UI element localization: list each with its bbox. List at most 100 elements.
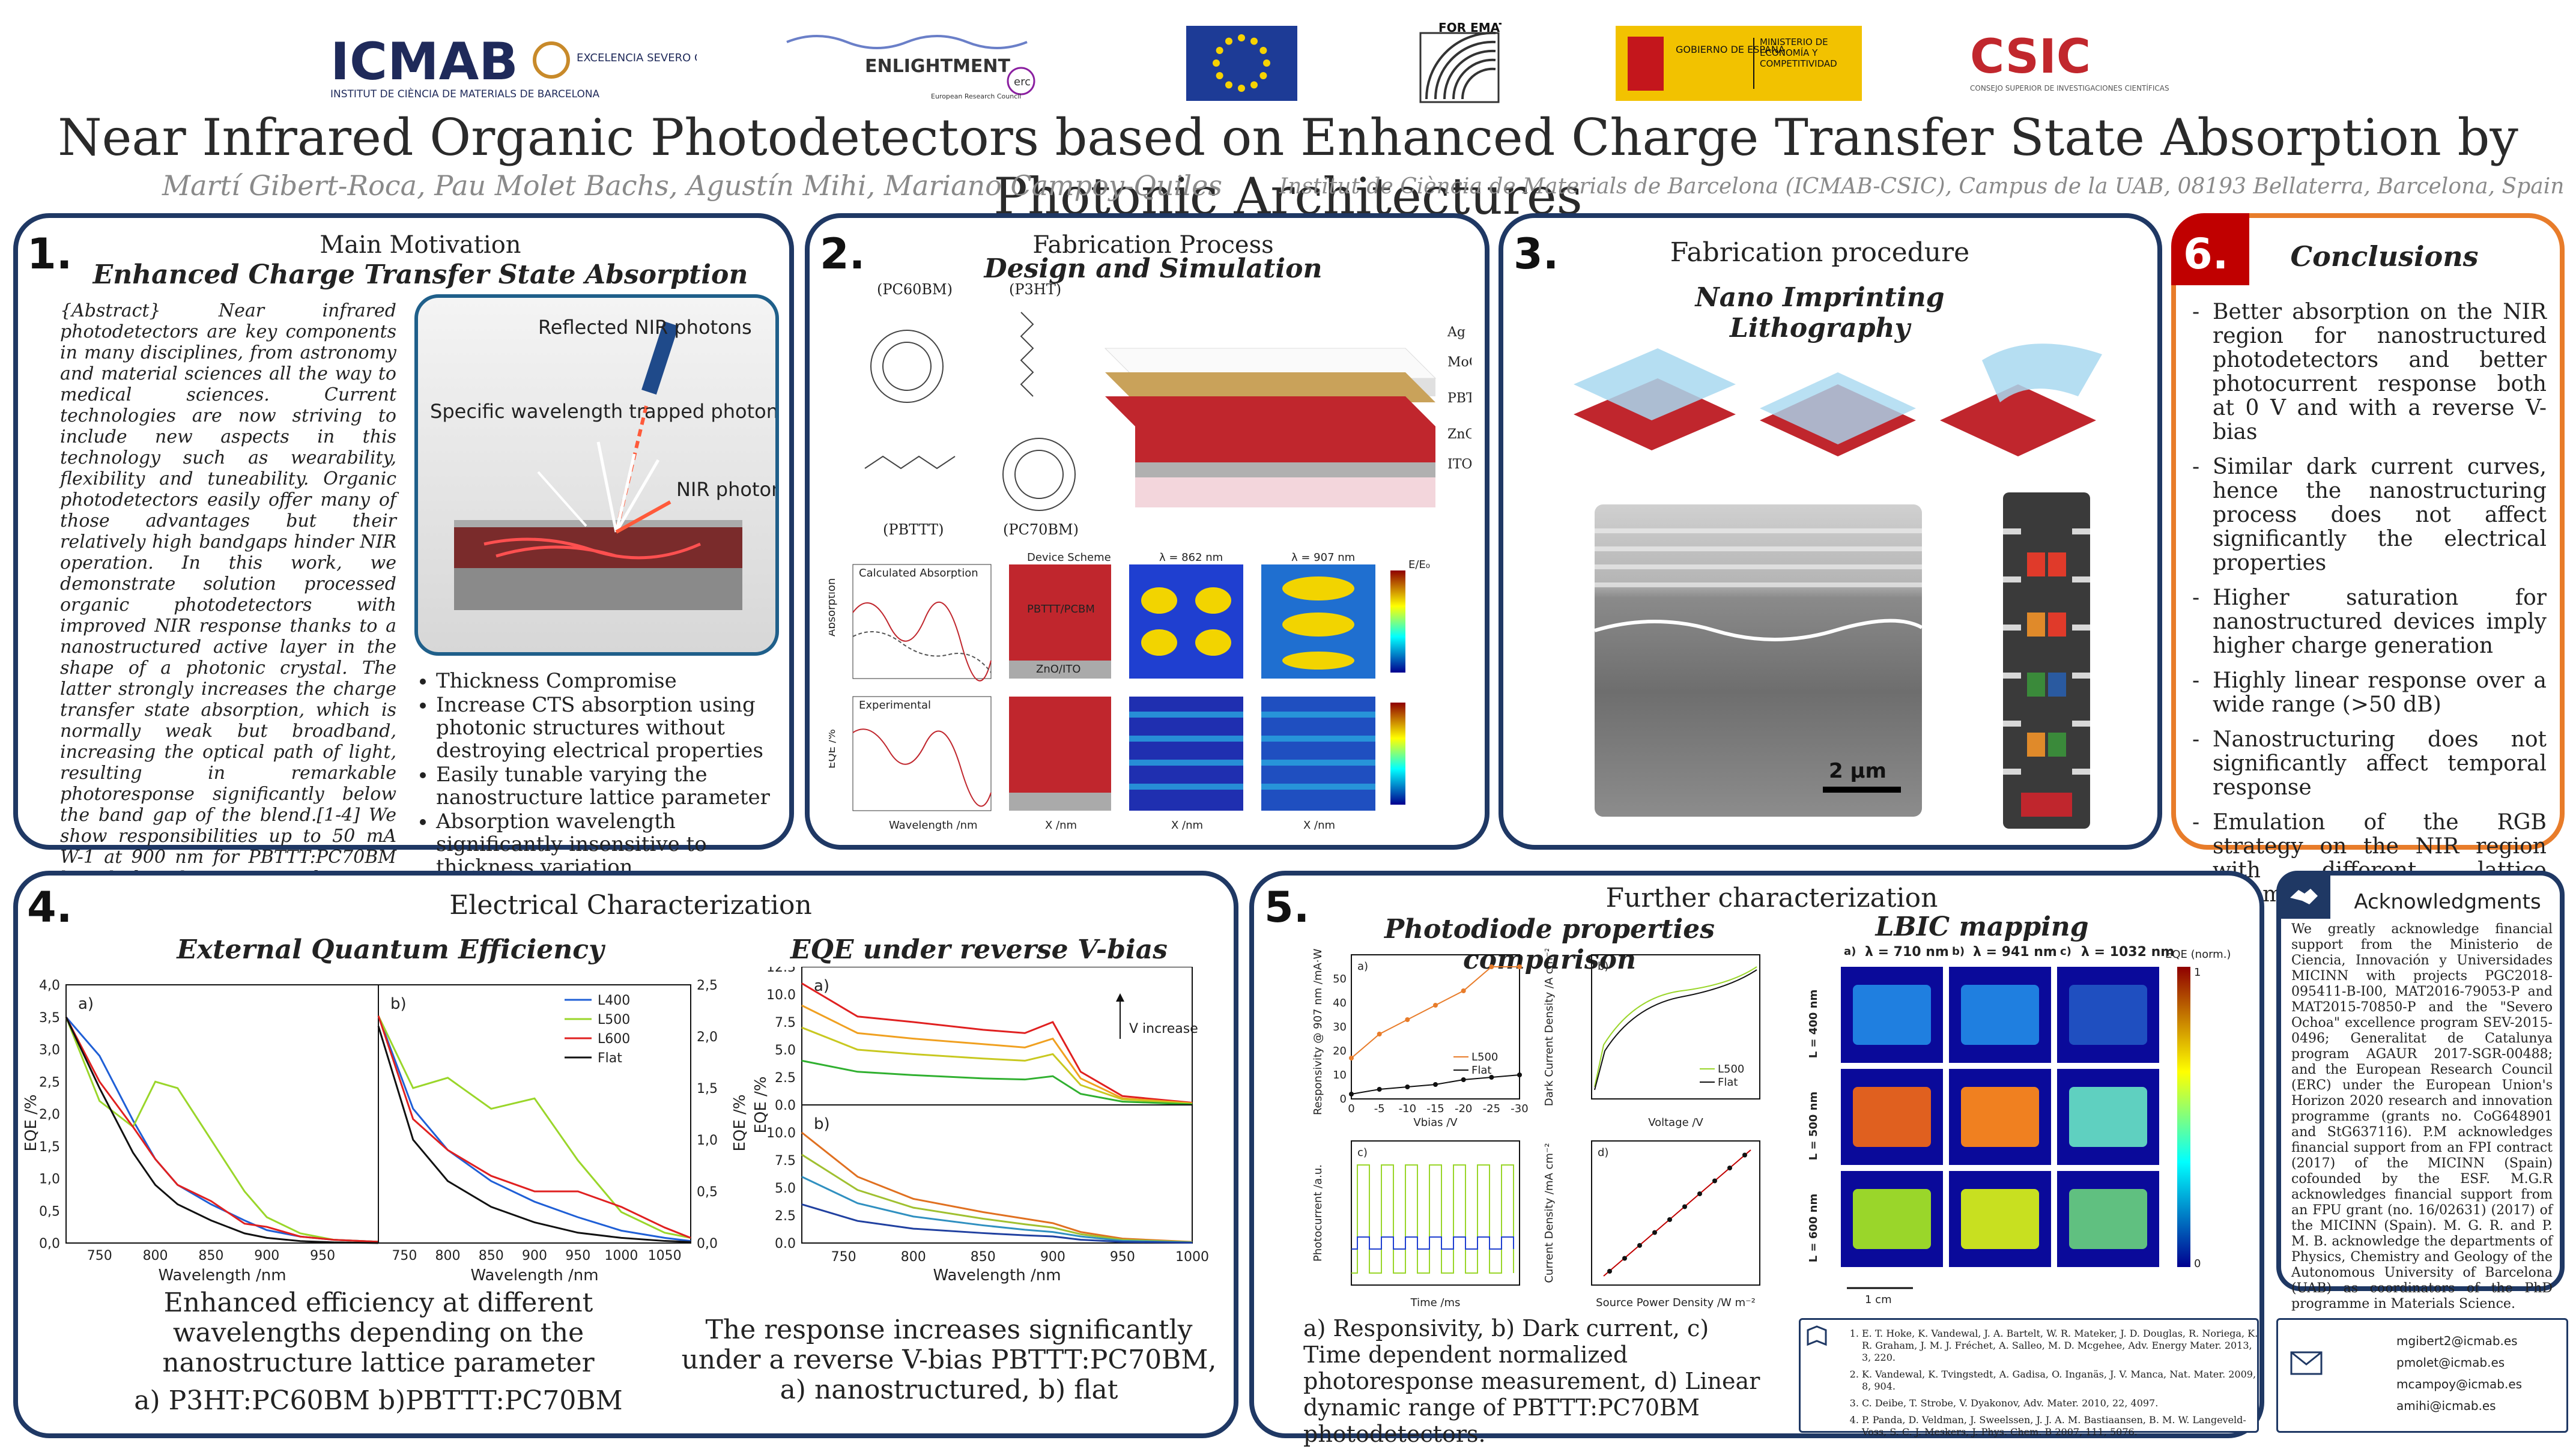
colorbar-bottom: [1390, 703, 1405, 805]
x-axis-label: Wavelength /nm: [933, 1266, 1061, 1284]
xnm-label-1: X /nm: [1045, 819, 1077, 832]
label-specific: Specific wavelength trapped photons: [430, 400, 775, 423]
y-axis-label: EQE /%: [754, 1076, 770, 1133]
series-line: [377, 1026, 691, 1243]
motivation-bullets: Thickness Compromise Increase CTS absorp…: [414, 670, 808, 880]
data-point: [1405, 1084, 1410, 1089]
email-link[interactable]: mgibert2@icmab.es: [2396, 1334, 2518, 1348]
y-tick-label: 2.5: [775, 1071, 796, 1086]
erc-text: erc: [1014, 76, 1031, 88]
email-link[interactable]: mcampoy@icmab.es: [2396, 1377, 2523, 1391]
lbic-pixel-area: [2069, 1189, 2147, 1249]
reference-item: C. Deibe, T. Strobe, V. Dyakonov, Adv. M…: [1862, 1397, 2258, 1409]
y-tick-label: 0,5: [39, 1204, 60, 1219]
data-point: [1517, 964, 1522, 969]
data-point: [1652, 1230, 1657, 1235]
molecule-pbttt: (PBTTT): [883, 521, 944, 538]
sim-label-exp: Experimental: [859, 699, 931, 712]
xnm-label-3: X /nm: [1303, 819, 1335, 832]
y-tick-label: 1,5: [697, 1081, 718, 1097]
series-line: [377, 1015, 691, 1239]
x-tick-label: -15: [1426, 1103, 1444, 1115]
molecule-pc70bm: (PC70BM): [1003, 521, 1079, 538]
x-tick-label: 950: [1110, 1250, 1135, 1265]
data-point: [1461, 1077, 1466, 1082]
legend-label: L500: [1471, 1051, 1498, 1063]
email-link[interactable]: amihi@icmab.es: [2396, 1399, 2496, 1413]
icmab-ring-icon: [533, 41, 570, 79]
icmab-subtitle: INSTITUT DE CIÈNCIA DE MATERIALS DE BARC…: [330, 87, 600, 100]
fullerene-icon: [870, 330, 944, 403]
email-list: mgibert2@icmab.es pmolet@icmab.es mcampo…: [2396, 1330, 2553, 1417]
layer-ito: ITO: [1447, 457, 1471, 472]
lbic-figure: a) λ = 710 nm b) λ = 941 nm c) λ = 1032 nm L =…: [1807, 945, 2231, 1306]
lbic-column-label: λ = 941 nm: [1973, 945, 2057, 960]
gobierno-logo: GOBIERNO DE ESPAÑA MINISTERIO DE ECONOMÍ…: [1616, 24, 1862, 102]
device-scheme-label: Device Scheme: [1027, 552, 1111, 564]
section-3-title: Fabrication procedure: [1670, 237, 1970, 268]
x-tick-label: 850: [971, 1250, 996, 1265]
data-point: [1405, 1017, 1410, 1022]
panel-letter: d): [1598, 1146, 1608, 1159]
x-tick-label: 0: [1348, 1103, 1354, 1115]
series-line: [801, 1005, 1193, 1104]
plot-frame: [1351, 1140, 1520, 1286]
lbic-panel-letter: a): [1844, 945, 1856, 958]
plot-frame: [378, 984, 691, 1244]
lbic-row-label: L = 400 nm: [1807, 990, 1820, 1059]
y-tick-label: 10: [1333, 1069, 1347, 1081]
wave-icon: [786, 35, 1028, 49]
lambda-907-label: λ = 907 nm: [1291, 552, 1355, 564]
data-point: [1727, 1166, 1732, 1170]
x-tick-label: 950: [310, 1248, 335, 1263]
eu-flag-logo: [1186, 24, 1297, 102]
bullet-item: Thickness Compromise: [436, 670, 808, 692]
y-tick-label: 20: [1333, 1045, 1347, 1057]
y-tick-label: 1,0: [697, 1133, 718, 1148]
y-tick-label: 0,0: [697, 1236, 718, 1251]
x-tick-label: -5: [1374, 1103, 1385, 1115]
x-axis-label: Source Power Density /W m⁻²: [1596, 1296, 1756, 1309]
conclusion-item: Similar dark current curves, hence the n…: [2186, 455, 2547, 575]
device-scheme-bottom: [1009, 697, 1111, 811]
series-line: [377, 1015, 691, 1239]
y-tick-label: 2,5: [697, 978, 718, 993]
molecule-pc60bm: (PC60BM): [877, 281, 953, 298]
envelope-icon: [2290, 1351, 2323, 1375]
icmab-logo-graphic: ICMAB EXCELENCIA SEVERO OCHOA INSTITUT D…: [330, 32, 697, 100]
x-axis-label: Vbias /V: [1413, 1116, 1458, 1129]
conclusion-item: Better absorption on the NIR region for …: [2186, 300, 2547, 444]
lbic-row-label: L = 600 nm: [1807, 1194, 1820, 1263]
conclusion-item: Highly linear response over a wide range…: [2186, 669, 2547, 717]
data-point: [1667, 1217, 1672, 1222]
x-tick-label: 900: [522, 1248, 547, 1263]
series-line: [377, 1015, 691, 1242]
caption-5: a) Responsivity, b) Dark current, c) Tim…: [1303, 1315, 1760, 1447]
email-link[interactable]: pmolet@icmab.es: [2396, 1355, 2505, 1370]
section-5-number: 5.: [1264, 883, 1310, 932]
legend-label: Flat: [1471, 1064, 1491, 1077]
y-tick-label: 3,5: [39, 1011, 60, 1026]
bullet-item: Absorption wavelength significantly inse…: [436, 810, 808, 879]
legend-label: L400: [598, 993, 630, 1008]
data-point: [1377, 1032, 1382, 1036]
lbic-pixel-area: [2069, 1087, 2147, 1147]
section-5-title: Further characterization: [1605, 883, 1938, 913]
step-3-peel: [1940, 343, 2102, 456]
imprinting-steps: [1574, 343, 2102, 456]
eu-star-icon: [1259, 71, 1267, 79]
foremat-text: FOR EMAT: [1438, 21, 1502, 35]
enlightment-text: ENLIGHTMENT: [865, 56, 1011, 77]
eu-star-icon: [1238, 84, 1245, 92]
y-tick-label: 0,5: [697, 1185, 718, 1200]
plot-frame: [801, 1104, 1193, 1244]
plot-frame: [1351, 954, 1520, 1100]
y-tick-label: 1,0: [39, 1172, 60, 1187]
device-photo: [2003, 492, 2090, 829]
y-tick-label: 5.0: [775, 1181, 796, 1196]
y-tick-label: 2,0: [39, 1107, 60, 1122]
data-point: [1697, 1191, 1702, 1196]
y-tick-label: 1,5: [39, 1140, 60, 1155]
design-figure: (PC60BM) (P3HT) (PBTTT) (PC70BM) Ag MoO3…: [864, 281, 1471, 538]
